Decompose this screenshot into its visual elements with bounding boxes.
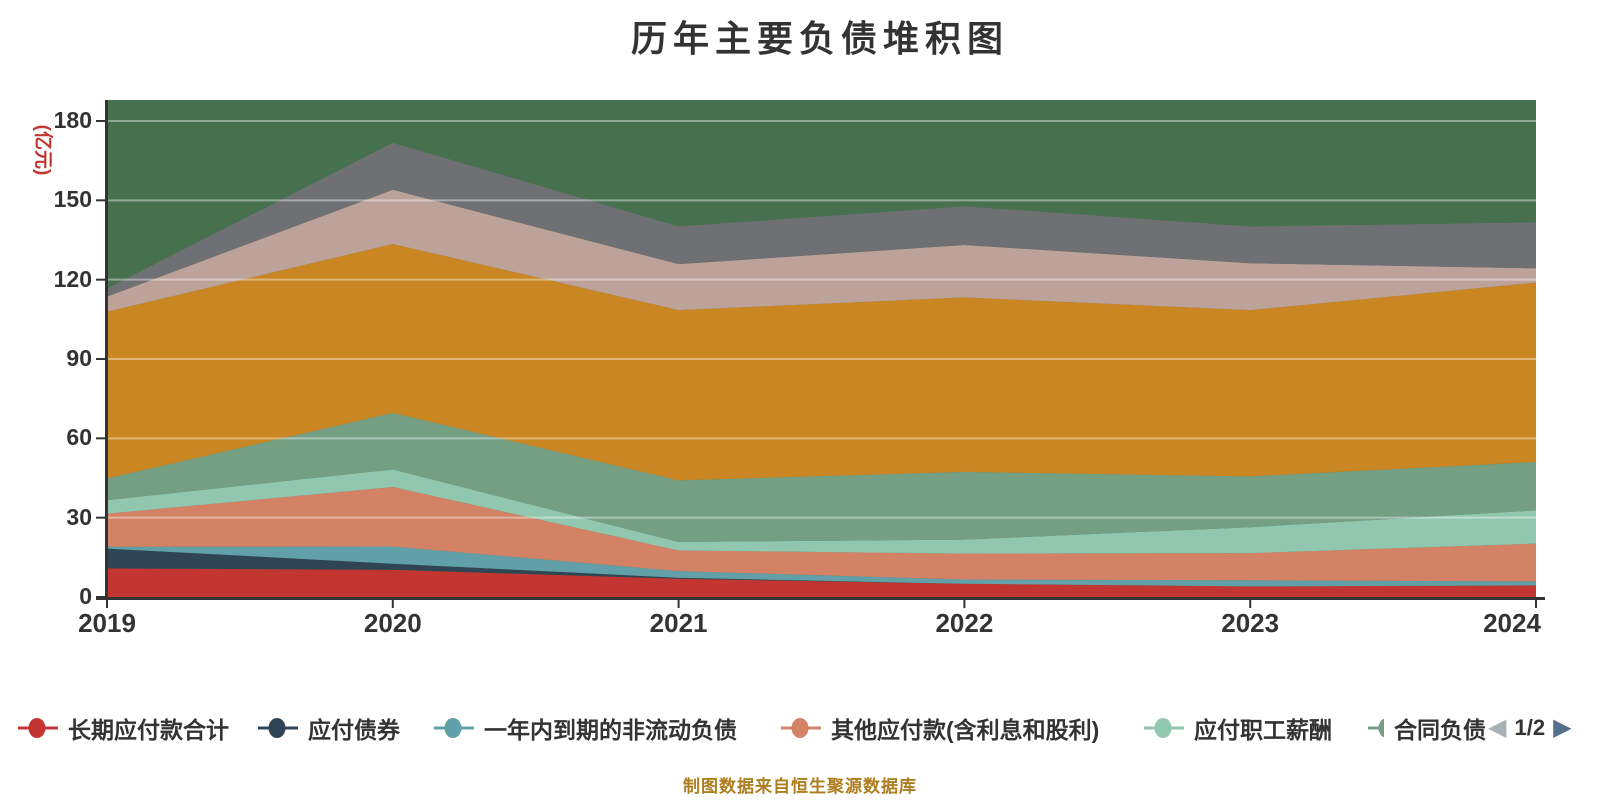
legend-next-page-icon[interactable]: ▶: [1553, 714, 1572, 741]
area-series-9[interactable]: [107, 142, 1536, 297]
y-axis-label-120: 120: [53, 265, 92, 292]
legend-label: 合同负债: [1394, 717, 1486, 743]
legend-marker-icon: [1368, 718, 1384, 738]
chart-title: 历年主要负债堆积图: [630, 18, 1009, 59]
y-axis-label-150: 150: [53, 186, 92, 213]
y-axis-label-30: 30: [66, 503, 92, 530]
legend-label: 应付债券: [308, 717, 400, 743]
y-axis-label-180: 180: [53, 107, 92, 133]
legend-label: 长期应付款合计: [68, 717, 229, 743]
area-series-8[interactable]: [107, 189, 1536, 312]
data-source-footer: 制图数据来自恒生聚源数据库: [683, 777, 917, 796]
legend-item-2[interactable]: 应付债券: [258, 712, 400, 744]
x-axis-label-2020: 2020: [363, 608, 422, 638]
legend-item-1[interactable]: 长期应付款合计: [18, 712, 229, 744]
legend-item-5[interactable]: 应付职工薪酬: [1144, 712, 1332, 744]
area-series-1[interactable]: [107, 568, 1536, 597]
y-axis-label-0: 0: [79, 583, 92, 609]
legend-marker-icon: [1144, 718, 1184, 738]
area-series-3[interactable]: [107, 546, 1536, 587]
area-series-4[interactable]: [107, 487, 1536, 582]
y-axis-label-90: 90: [66, 345, 92, 371]
area-series-7[interactable]: [107, 244, 1536, 481]
area-series-2[interactable]: [107, 548, 1536, 587]
x-axis-label-2019: 2019: [78, 608, 136, 638]
x-axis-label-2022: 2022: [935, 608, 994, 638]
legend-item-3[interactable]: 一年内到期的非流动负债: [434, 712, 737, 744]
gridlines-group: [107, 120, 1536, 519]
legend-item-4[interactable]: 其他应付款(含利息和股利): [781, 712, 1099, 744]
legend-label: 一年内到期的非流动负债: [484, 717, 737, 743]
x-axis-label-2023: 2023: [1221, 608, 1280, 638]
area-series-6[interactable]: [107, 412, 1536, 542]
legend-marker-icon: [781, 718, 821, 738]
legend-marker-icon: [434, 718, 474, 738]
x-axis-label-2021: 2021: [649, 608, 708, 638]
legend-marker-icon: [18, 718, 58, 738]
area-series-5[interactable]: [107, 469, 1536, 554]
legend-prev-page-icon[interactable]: ◀: [1488, 714, 1507, 741]
area-series-group: [107, 142, 1536, 597]
y-axis-label-60: 60: [66, 424, 92, 451]
legend-page-indicator: 1/2: [1514, 715, 1546, 740]
legend-marker-icon: [258, 718, 298, 738]
legend-label: 其他应付款(含利息和股利): [831, 717, 1100, 743]
x-axis-label-2024: 2024: [1483, 608, 1541, 638]
legend-item-6[interactable]: 合同负债: [1368, 712, 1486, 744]
axes-group: [96, 100, 1545, 608]
legend-label: 应付职工薪酬: [1194, 717, 1332, 743]
legend-pager: ◀ 1/2 ▶: [1488, 712, 1572, 744]
